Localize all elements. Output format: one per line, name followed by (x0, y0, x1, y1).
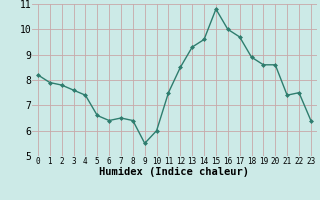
X-axis label: Humidex (Indice chaleur): Humidex (Indice chaleur) (100, 167, 249, 177)
